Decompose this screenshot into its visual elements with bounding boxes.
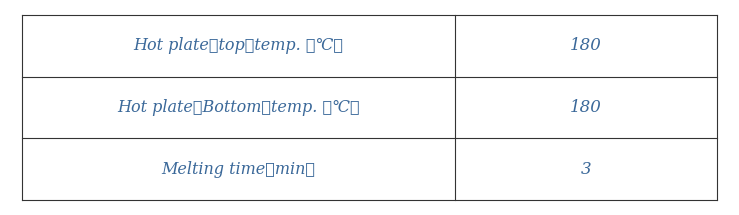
Text: Hot plate（Bottom）temp. （℃）: Hot plate（Bottom）temp. （℃）	[118, 99, 360, 116]
Text: Melting time（min）: Melting time（min）	[162, 161, 316, 178]
Text: 180: 180	[570, 37, 602, 54]
Text: 180: 180	[570, 99, 602, 116]
Text: 3: 3	[581, 161, 591, 178]
Text: Hot plate（top）temp. （℃）: Hot plate（top）temp. （℃）	[134, 37, 344, 54]
